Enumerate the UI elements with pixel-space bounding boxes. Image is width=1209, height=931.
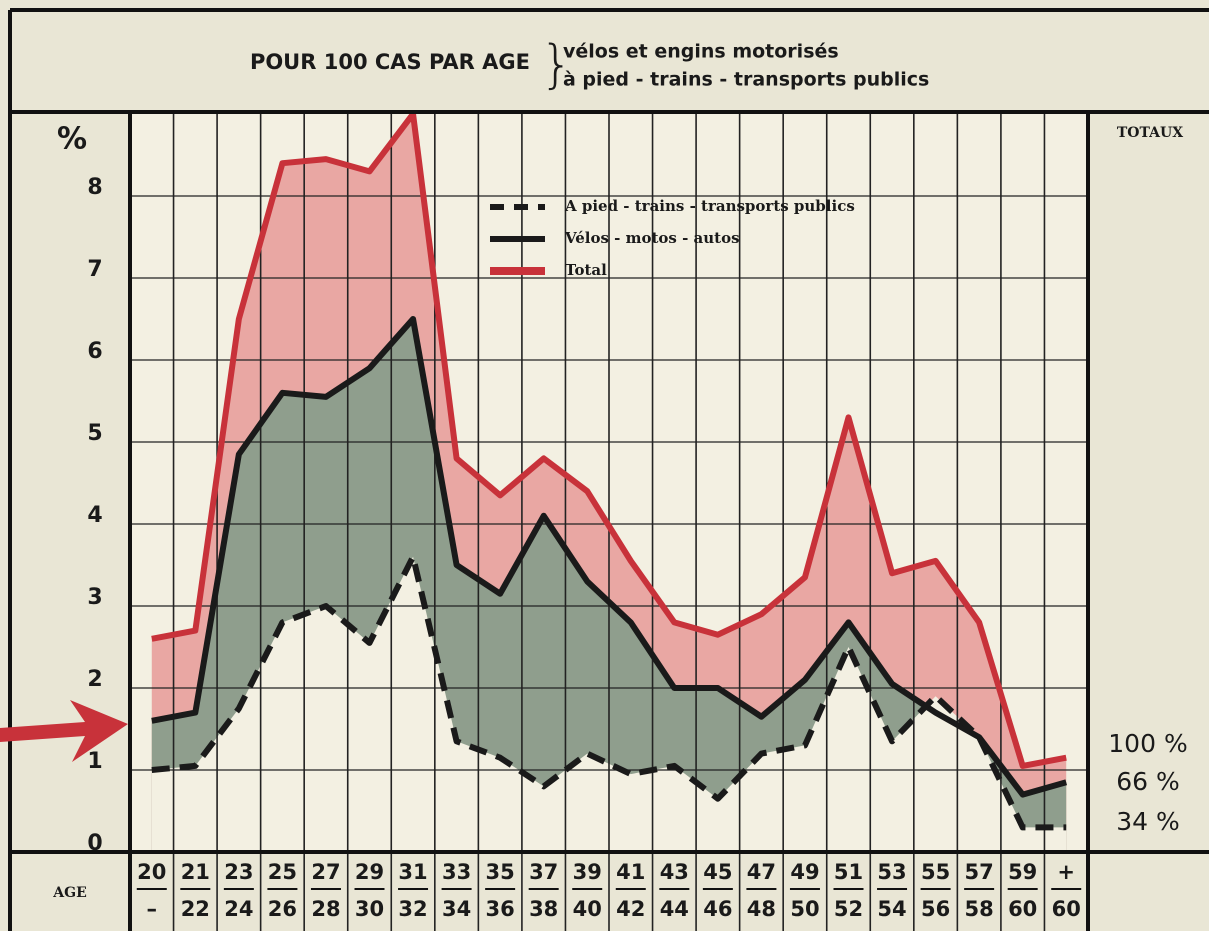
x-tick-label: 30 [355,897,384,921]
x-tick-label: 54 [877,897,906,921]
chart-title: POUR 100 CAS PAR AGE [250,50,530,74]
x-tick-label: 60 [1008,897,1037,921]
x-tick-label: 44 [660,897,689,921]
x-tick-label: 43 [660,860,689,884]
x-tick-label: 49 [790,860,819,884]
x-tick-label: 25 [268,860,297,884]
x-tick-label: 58 [965,897,994,921]
x-tick-label: 57 [965,860,994,884]
totals-label: 34 % [1116,807,1180,836]
x-tick-label: 22 [181,897,210,921]
totals-title: TOTAUX [1117,125,1183,141]
x-tick-label: 37 [529,860,558,884]
lines [151,111,1068,831]
brace: } [540,35,573,95]
legend-label: A pied - trains - transports publics [564,197,855,215]
x-tick-label: 26 [268,897,297,921]
x-tick-label: 59 [1008,860,1037,884]
x-tick-label: 38 [529,897,558,921]
x-tick-label: 39 [573,860,602,884]
x-tick-label: 20 [137,860,166,884]
x-tick-label: 47 [747,860,776,884]
x-label: AGE [52,885,87,901]
x-tick-label: + [1057,860,1075,884]
x-tick-label: – [147,897,158,921]
y-tick-label: 5 [87,421,102,446]
y-tick-label: 2 [87,667,102,692]
x-tick-label: 41 [616,860,645,884]
y-tick-label: 7 [87,257,102,282]
y-tick-label: 6 [87,339,102,364]
x-tick-label: 48 [747,897,776,921]
x-tick-label: 55 [921,860,950,884]
totals-label: 100 % [1108,729,1187,758]
series-line [151,316,1068,798]
x-tick-label: 51 [834,860,863,884]
x-tick-label: 27 [311,860,340,884]
series-line [151,553,1067,831]
x-tick-label: 53 [877,860,906,884]
x-tick-label: 33 [442,860,471,884]
x-tick-label: 34 [442,897,471,921]
series-area [151,556,1067,852]
legend-label: Vélos - motos - autos [564,229,740,247]
x-tick-label: 42 [616,897,645,921]
y-tick-label: 4 [87,503,102,528]
subtitle: vélos et engins motorisés [563,41,839,63]
x-tick-label: 45 [703,860,732,884]
x-tick-label: 35 [486,860,515,884]
x-tick-label: 50 [790,897,819,921]
x-tick-label: 21 [181,860,210,884]
pointer-arrow [0,700,128,762]
x-tick-label: 52 [834,897,863,921]
x-tick-label: 40 [573,897,602,921]
x-tick-label: 23 [224,860,253,884]
series-line [151,111,1067,769]
x-tick-label: 24 [224,897,253,921]
y-tick-label: 0 [87,831,102,856]
y-tick-label: 3 [87,585,102,610]
x-tick-label: 36 [486,897,515,921]
x-tick-label: 60 [1052,897,1081,921]
legend-label: Total [565,261,607,279]
y-tick-label: 8 [87,175,102,200]
subtitle: à pied - trains - transports publics [563,69,929,91]
x-tick-label: 56 [921,897,950,921]
x-tick-label: 46 [703,897,732,921]
x-tick-label: 31 [398,860,427,884]
x-tick-label: 28 [311,897,340,921]
y-unit: % [57,122,87,157]
x-tick-label: 29 [355,860,384,884]
totals-label: 66 % [1116,767,1180,796]
y-tick-label: 1 [87,749,102,774]
x-tick-label: 32 [398,897,427,921]
